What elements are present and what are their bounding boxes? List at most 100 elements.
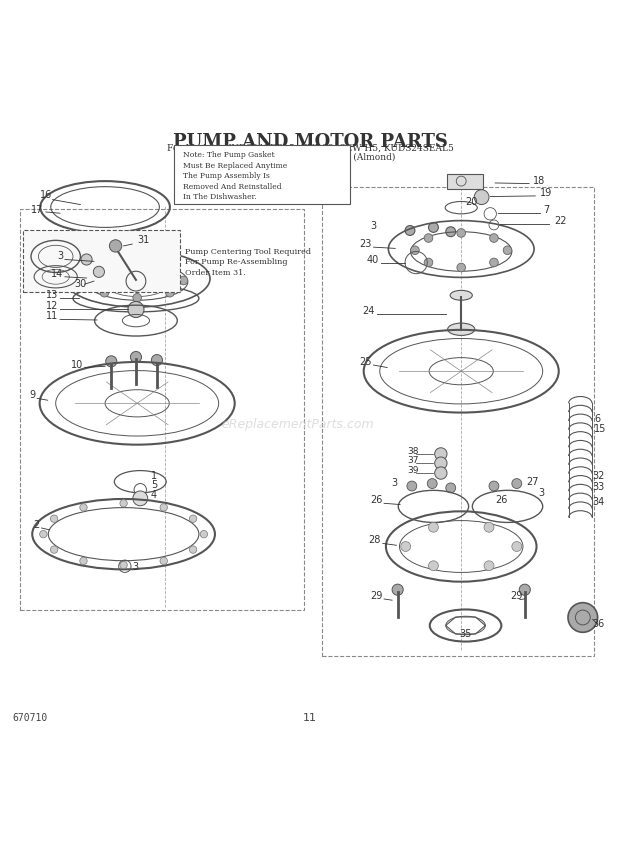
Circle shape bbox=[179, 276, 188, 285]
Circle shape bbox=[87, 276, 95, 285]
Circle shape bbox=[148, 255, 157, 265]
Text: 16: 16 bbox=[40, 190, 53, 200]
Text: 25: 25 bbox=[360, 357, 372, 367]
Text: 40: 40 bbox=[367, 254, 379, 265]
Text: 17: 17 bbox=[31, 205, 43, 215]
Text: 30: 30 bbox=[74, 279, 86, 289]
Text: 3: 3 bbox=[57, 252, 63, 261]
Text: 31: 31 bbox=[137, 235, 149, 245]
Text: PUMP AND MOTOR PARTS: PUMP AND MOTOR PARTS bbox=[172, 133, 448, 151]
Bar bbox=[447, 174, 483, 188]
Circle shape bbox=[519, 584, 530, 595]
Circle shape bbox=[490, 259, 498, 267]
Bar bbox=[20, 209, 304, 610]
Circle shape bbox=[94, 266, 104, 277]
Text: 24: 24 bbox=[363, 306, 375, 316]
Text: 28: 28 bbox=[369, 535, 381, 545]
Circle shape bbox=[166, 264, 174, 272]
Circle shape bbox=[424, 259, 433, 267]
Circle shape bbox=[568, 603, 598, 633]
Ellipse shape bbox=[450, 290, 472, 300]
Circle shape bbox=[166, 288, 174, 297]
Circle shape bbox=[88, 259, 98, 269]
Text: 20: 20 bbox=[466, 197, 478, 206]
Text: 38: 38 bbox=[407, 447, 419, 456]
Text: 3: 3 bbox=[371, 221, 376, 230]
Text: 37: 37 bbox=[407, 456, 419, 465]
Circle shape bbox=[160, 503, 167, 511]
Text: 34: 34 bbox=[593, 497, 605, 507]
Circle shape bbox=[392, 584, 403, 595]
Circle shape bbox=[133, 259, 141, 268]
Text: 1: 1 bbox=[151, 471, 157, 480]
Circle shape bbox=[428, 522, 438, 532]
Circle shape bbox=[105, 356, 117, 367]
Text: 12: 12 bbox=[46, 300, 58, 311]
Text: 3: 3 bbox=[391, 478, 397, 488]
Circle shape bbox=[50, 546, 58, 553]
Circle shape bbox=[401, 542, 410, 551]
Circle shape bbox=[128, 301, 144, 318]
Text: (Blue-d)          (White)          (Almond): (Blue-d) (White) (Almond) bbox=[225, 152, 395, 161]
Text: 4: 4 bbox=[151, 490, 157, 501]
Circle shape bbox=[133, 491, 148, 506]
Ellipse shape bbox=[448, 323, 475, 336]
Text: 22: 22 bbox=[554, 217, 566, 226]
Text: 11: 11 bbox=[303, 713, 317, 723]
Text: 27: 27 bbox=[526, 477, 539, 487]
Text: 39: 39 bbox=[407, 466, 419, 475]
Circle shape bbox=[130, 352, 141, 363]
Text: 18: 18 bbox=[533, 175, 546, 186]
Circle shape bbox=[104, 254, 114, 265]
Circle shape bbox=[503, 246, 512, 254]
Text: 6: 6 bbox=[594, 413, 600, 424]
Circle shape bbox=[457, 229, 466, 237]
Circle shape bbox=[512, 479, 521, 489]
Text: 36: 36 bbox=[593, 620, 605, 629]
Text: 26: 26 bbox=[371, 496, 383, 505]
Text: 23: 23 bbox=[360, 239, 372, 249]
Circle shape bbox=[484, 522, 494, 532]
Text: Note: The Pump Gasket
Must Be Replaced Anytime
The Pump Assembly Is
Removed And : Note: The Pump Gasket Must Be Replaced A… bbox=[184, 152, 288, 201]
Circle shape bbox=[162, 253, 172, 263]
FancyBboxPatch shape bbox=[174, 146, 350, 204]
Circle shape bbox=[512, 542, 521, 551]
Circle shape bbox=[427, 479, 437, 489]
Circle shape bbox=[407, 481, 417, 491]
Text: 29: 29 bbox=[371, 591, 383, 601]
Text: 35: 35 bbox=[459, 628, 472, 639]
Circle shape bbox=[160, 557, 167, 565]
Circle shape bbox=[428, 561, 438, 571]
Text: 11: 11 bbox=[46, 312, 58, 321]
Text: Pump Centering Tool Required
For Pump Re-Assembling
Order Item 31.: Pump Centering Tool Required For Pump Re… bbox=[185, 247, 311, 276]
Text: 2: 2 bbox=[33, 520, 40, 530]
Circle shape bbox=[446, 227, 456, 236]
Text: 670710: 670710 bbox=[12, 713, 48, 723]
Text: 3: 3 bbox=[538, 488, 544, 498]
Text: 14: 14 bbox=[51, 269, 63, 279]
Circle shape bbox=[151, 354, 162, 366]
Circle shape bbox=[126, 252, 136, 261]
Text: 26: 26 bbox=[495, 496, 508, 505]
Text: 32: 32 bbox=[593, 471, 605, 480]
Circle shape bbox=[133, 294, 141, 302]
Circle shape bbox=[189, 515, 197, 522]
Circle shape bbox=[435, 467, 447, 479]
Text: 7: 7 bbox=[543, 205, 549, 215]
Text: 13: 13 bbox=[46, 290, 58, 300]
Text: 3: 3 bbox=[132, 562, 138, 572]
Circle shape bbox=[109, 240, 122, 252]
Circle shape bbox=[428, 223, 438, 232]
Text: 5: 5 bbox=[151, 480, 157, 490]
Text: 15: 15 bbox=[594, 425, 606, 434]
Circle shape bbox=[100, 288, 108, 297]
Circle shape bbox=[410, 246, 419, 254]
Circle shape bbox=[40, 531, 47, 538]
Circle shape bbox=[50, 515, 58, 522]
Circle shape bbox=[490, 234, 498, 242]
Text: 33: 33 bbox=[593, 482, 605, 491]
Text: 19: 19 bbox=[540, 188, 552, 198]
Circle shape bbox=[100, 264, 108, 272]
Circle shape bbox=[446, 483, 456, 493]
Circle shape bbox=[435, 457, 447, 469]
